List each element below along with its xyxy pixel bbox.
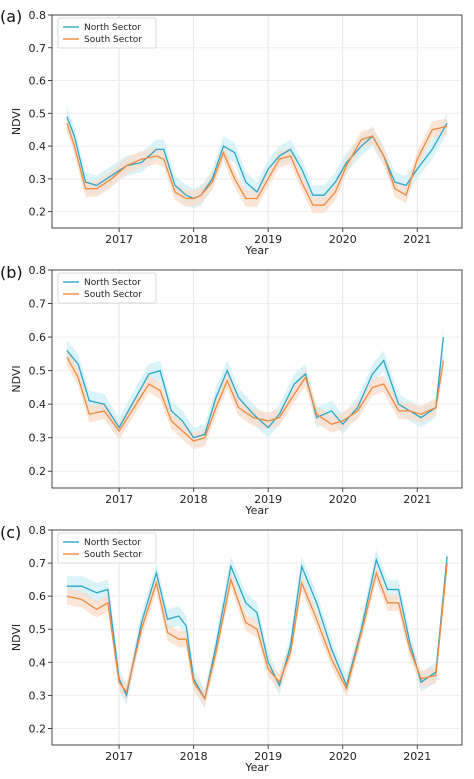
x-tick-label: 2017 [105,750,133,763]
legend-label-north: North Sector [84,278,141,288]
y-tick-label: 0.5 [29,107,47,120]
x-tick-label: 2018 [180,233,208,246]
x-tick-label: 2018 [180,750,208,763]
y-tick-label: 0.2 [29,206,47,219]
y-tick-label: 0.8 [29,9,47,22]
x-tick-label: 2020 [329,233,357,246]
y-tick-label: 0.3 [29,173,47,186]
y-tick-label: 0.4 [29,398,47,411]
x-tick-label: 2019 [254,493,282,506]
plot-frame [51,529,463,746]
legend-label-south: South Sector [84,35,142,45]
y-tick-label: 0.4 [29,656,47,669]
y-tick-label: 0.5 [29,365,47,378]
x-tick-label: 2019 [254,750,282,763]
y-tick-label: 0.6 [29,590,47,603]
series-line-south [66,356,445,442]
chart-panel-1: 0.2 0.3 0.4 0.5 0.6 0.7 0.8 2017 2018 2019 2020 202… [0,7,463,257]
x-axis-label: Year [244,504,269,517]
plot-frame [51,14,463,229]
y-tick-label: 0.6 [29,331,47,344]
y-tick-label: 0.5 [29,623,47,636]
legend-box [57,272,157,304]
panel-label: (b) [0,263,23,282]
y-tick-label: 0.8 [29,264,47,277]
series-line-south [66,122,448,206]
panel-label: (c) [0,523,21,542]
x-tick-label: 2021 [403,493,431,506]
x-tick-label: 2021 [403,750,431,763]
x-axis-label: Year [244,244,269,257]
y-axis-label: NDVI [10,624,23,651]
x-tick-label: 2021 [403,233,431,246]
x-tick-label: 2017 [105,493,133,506]
y-axis-label: NDVI [10,365,23,392]
y-tick-label: 0.6 [29,75,47,88]
x-tick-label: 2017 [105,233,133,246]
chart-panel-2: 0.2 0.3 0.4 0.5 0.6 0.7 0.8 2017 2018 2019 2020 202… [0,263,463,517]
confidence-band-south [66,348,444,450]
y-tick-label: 0.7 [29,298,47,311]
legend-box [57,17,157,49]
series-line-north [66,337,445,439]
series-line-south [66,563,448,701]
confidence-band-south [66,114,448,214]
y-tick-label: 0.3 [29,689,47,702]
legend-box [57,532,157,564]
legend-label-north: North Sector [84,23,141,33]
y-tick-label: 0.7 [29,557,47,570]
y-tick-label: 0.2 [29,722,47,735]
legend-label-south: South Sector [84,550,142,560]
x-tick-label: 2020 [329,750,357,763]
y-tick-label: 0.7 [29,42,47,55]
legend-label-south: South Sector [84,290,142,300]
y-axis-label: NDVI [10,108,23,135]
y-tick-label: 0.4 [29,140,47,153]
panel-label: (a) [0,7,22,26]
legend-label-north: North Sector [84,538,141,548]
y-tick-label: 0.3 [29,432,47,445]
x-tick-label: 2020 [329,493,357,506]
y-tick-label: 0.2 [29,465,47,478]
x-tick-label: 2018 [180,493,208,506]
x-tick-label: 2019 [254,233,282,246]
plot-frame [51,269,463,489]
x-axis-label: Year [244,761,269,774]
y-tick-label: 0.8 [29,524,47,537]
chart-panel-3: 0.2 0.3 0.4 0.5 0.6 0.7 0.8 2017 2018 2019 2020 202… [0,523,463,774]
